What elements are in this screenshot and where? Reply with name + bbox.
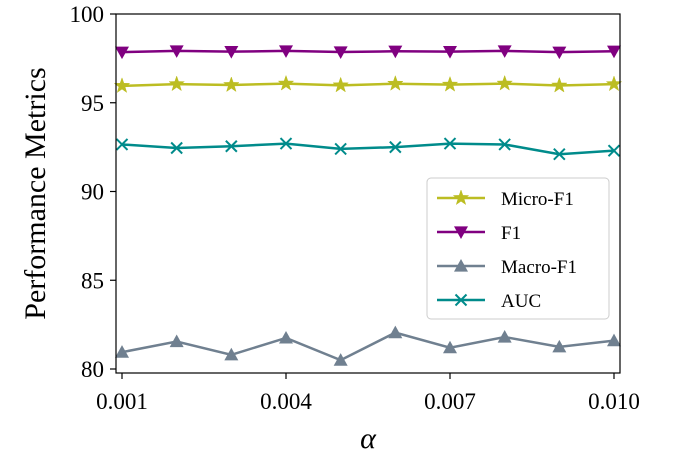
y-axis-label: Performance Metrics	[19, 67, 52, 319]
data-point-macro-f1	[443, 340, 457, 354]
data-point-micro-f1	[605, 75, 623, 92]
x-tick-label: 0.010	[588, 389, 640, 414]
data-point-macro-f1	[279, 330, 293, 344]
data-point-macro-f1	[497, 330, 512, 343]
series-auc	[115, 137, 621, 161]
legend-label: F1	[501, 223, 521, 244]
data-point-macro-f1	[169, 334, 184, 348]
data-point-micro-f1	[277, 74, 295, 91]
legend-box	[426, 177, 610, 320]
x-tick-label: 0.001	[96, 389, 148, 414]
legend: Micro-F1 F1 Macro-F1 AUC	[426, 177, 610, 320]
data-point-macro-f1	[552, 339, 567, 353]
data-point-auc	[279, 137, 293, 150]
data-point-macro-f1	[607, 333, 621, 347]
data-point-auc	[334, 142, 347, 156]
data-point-auc	[225, 140, 238, 153]
data-point-f1	[115, 46, 129, 60]
data-point-micro-f1	[550, 76, 568, 93]
data-point-f1	[497, 45, 512, 58]
legend-marker	[454, 293, 468, 307]
x-tick-label: 0.007	[424, 389, 476, 414]
series-line-auc	[121, 142, 615, 156]
data-point-micro-f1	[332, 76, 350, 93]
y-tick-label: 90	[81, 180, 104, 205]
legend-entry-f1: F1	[437, 223, 521, 244]
data-point-auc	[553, 148, 566, 161]
y-tick-label: 85	[81, 268, 104, 293]
data-point-auc	[498, 138, 511, 151]
series-line-micro-f1	[121, 82, 615, 88]
legend-marker	[452, 189, 470, 206]
series-micro-f1	[113, 74, 623, 93]
legend-marker	[454, 226, 468, 239]
y-tick-label: 95	[81, 91, 104, 116]
legend-marker	[454, 259, 468, 272]
series-f1	[115, 45, 621, 60]
legend-entry-macro-f1: Macro-F1	[437, 257, 577, 278]
legend-entry-auc: AUC	[437, 291, 541, 312]
data-point-f1	[552, 46, 567, 60]
plot-frame	[115, 13, 621, 374]
data-point-auc	[607, 144, 621, 157]
data-point-f1	[333, 46, 348, 59]
data-point-auc	[443, 137, 457, 150]
data-point-micro-f1	[441, 75, 459, 92]
data-point-micro-f1	[113, 77, 131, 93]
legend-label: AUC	[501, 291, 541, 312]
data-point-macro-f1	[224, 347, 239, 361]
data-point-f1	[607, 45, 621, 59]
series-layer	[113, 45, 623, 366]
x-axis-label: α	[360, 422, 377, 455]
data-point-macro-f1	[333, 353, 348, 366]
data-point-f1	[169, 45, 184, 58]
data-point-micro-f1	[222, 76, 240, 93]
data-point-micro-f1	[386, 74, 404, 91]
legend-label: Micro-F1	[501, 189, 574, 210]
data-point-macro-f1	[388, 325, 403, 339]
y-tick-label: 100	[70, 2, 105, 27]
axis-layer: 0.001 0.004 0.007 0.010 80 85 90 95 100	[70, 2, 640, 414]
data-point-f1	[224, 46, 239, 59]
data-point-f1	[279, 45, 293, 58]
series-line-macro-f1	[121, 331, 615, 362]
data-point-micro-f1	[496, 74, 514, 91]
data-point-auc	[389, 140, 402, 154]
data-point-f1	[443, 46, 457, 59]
y-tick-label: 80	[81, 357, 104, 382]
data-point-micro-f1	[168, 75, 186, 92]
series-macro-f1	[115, 325, 621, 366]
data-point-auc	[115, 138, 129, 151]
data-point-macro-f1	[115, 345, 129, 358]
x-tick-label: 0.004	[260, 389, 312, 414]
legend-entry-micro-f1: Micro-F1	[437, 189, 574, 210]
data-point-f1	[388, 45, 403, 59]
legend-label: Macro-F1	[501, 257, 577, 278]
series-line-f1	[121, 49, 615, 54]
data-point-auc	[170, 141, 183, 155]
